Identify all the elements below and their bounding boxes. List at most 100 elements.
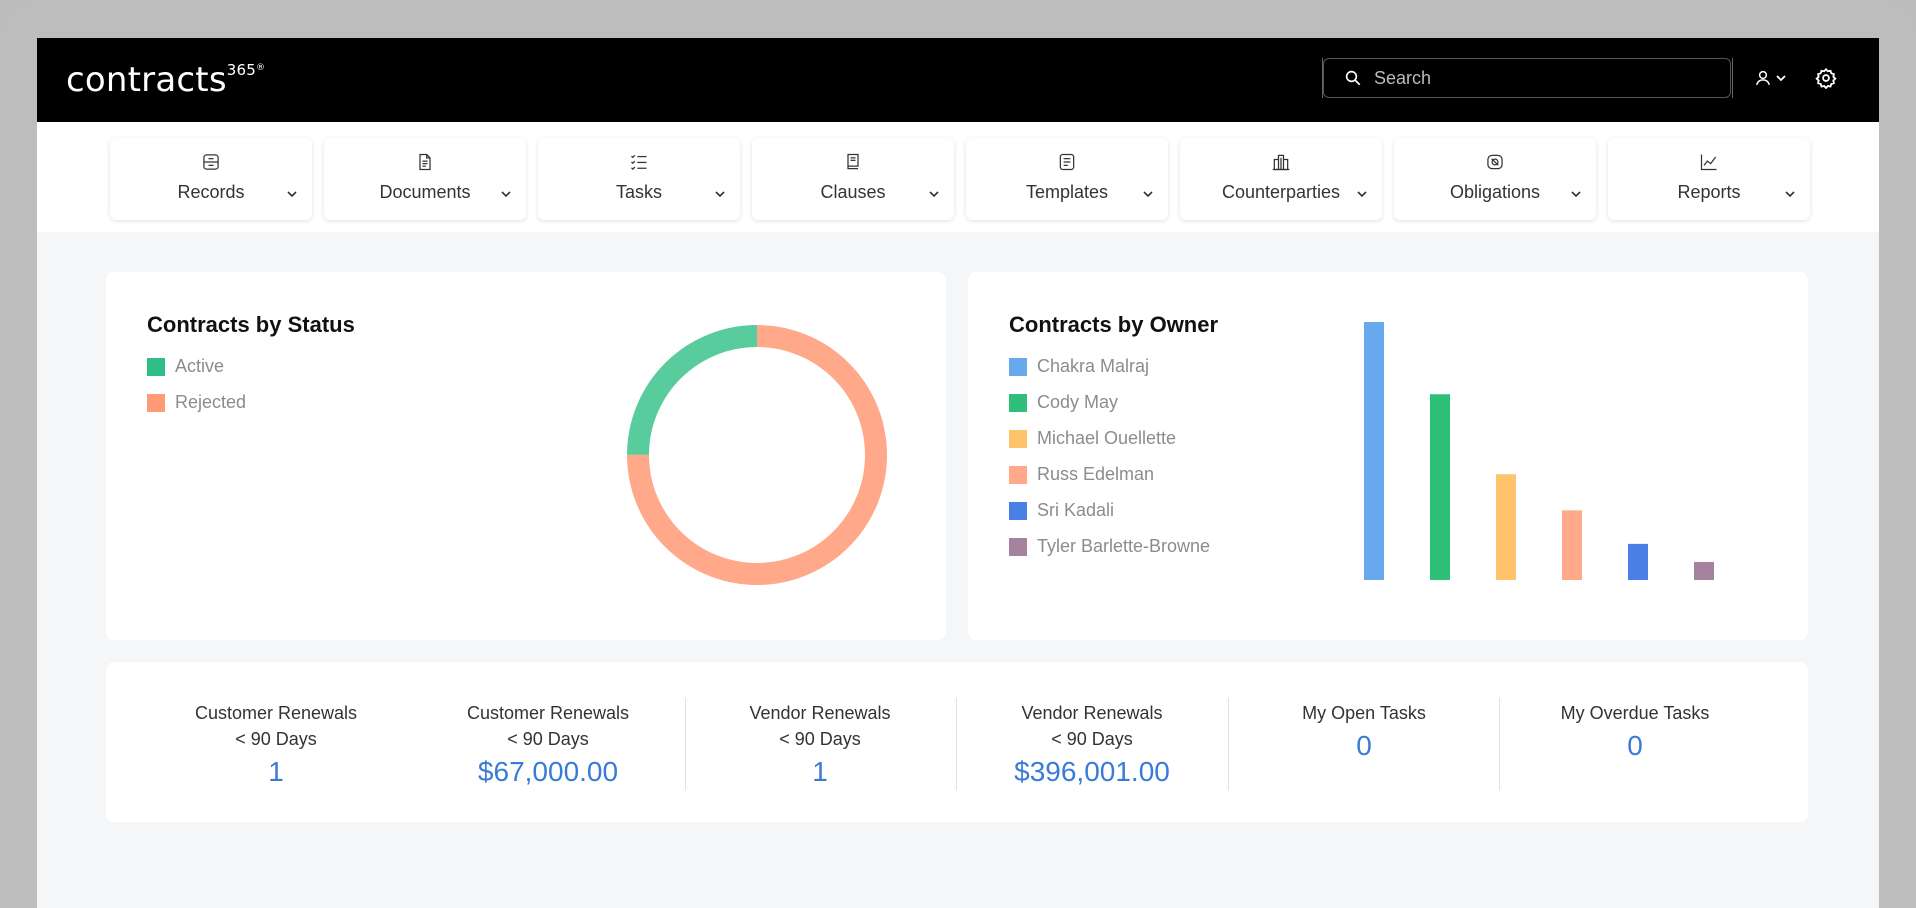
chevron-down-icon (715, 191, 725, 198)
stat-sublabel: < 90 Days (1051, 729, 1133, 749)
stat-value: 1 (268, 756, 284, 787)
stat-value: $67,000.00 (477, 756, 619, 787)
owner-chart-title: Contracts by Owner (1009, 312, 1219, 337)
chevron-down-icon (1785, 191, 1795, 198)
bar-michael-ouellette[interactable] (1496, 474, 1516, 580)
donut-slice-active[interactable] (627, 325, 887, 585)
nav-clauses[interactable]: Clauses (752, 138, 954, 220)
line-chart-icon (1700, 154, 1717, 171)
nav-obligations-label: Obligations (1449, 182, 1541, 202)
legend-swatch (1009, 465, 1027, 484)
stat-value: 0 (1356, 730, 1372, 761)
bar-russ-edelman[interactable] (1562, 510, 1582, 580)
legend-label: Chakra Malraj (1037, 356, 1150, 376)
nav-documents-label: Documents (379, 182, 471, 202)
legend-label: Tyler Barlette-Browne (1037, 536, 1211, 556)
top-bar: contracts365® (37, 38, 1879, 122)
legend-swatch (147, 393, 165, 412)
nav-templates[interactable]: Templates (966, 138, 1168, 220)
stat-sublabel: < 90 Days (235, 729, 317, 749)
stat-divider (1499, 698, 1500, 790)
legend-label: Russ Edelman (1037, 464, 1155, 484)
gear-icon[interactable] (1815, 67, 1837, 89)
stat-divider (685, 698, 686, 790)
search-input[interactable] (1374, 67, 1694, 89)
legend-swatch (147, 357, 165, 376)
stat-value: $396,001.00 (1014, 756, 1170, 787)
stat-label: Vendor Renewals (1021, 703, 1163, 723)
chevron-down-icon (929, 191, 939, 198)
stat-vendor-renewals-count[interactable]: Vendor Renewals < 90 Days 1 (684, 700, 956, 790)
legend-swatch (1009, 429, 1027, 448)
nav-obligations[interactable]: Obligations (1394, 138, 1596, 220)
module-nav: Records Documents Tasks Clauses Template (37, 122, 1879, 232)
stat-customer-renewals-count[interactable]: Customer Renewals < 90 Days 1 (140, 700, 412, 790)
stat-label: My Open Tasks (1302, 703, 1426, 723)
nav-counterparties-label: Counterparties (1221, 182, 1341, 202)
status-chart-title: Contracts by Status (147, 312, 355, 337)
stat-sublabel: < 90 Days (507, 729, 589, 749)
stats-card: Customer Renewals < 90 Days 1 Customer R… (106, 662, 1808, 822)
stat-sublabel: < 90 Days (779, 729, 861, 749)
stat-divider (956, 698, 957, 790)
legend-item-owner[interactable]: Tyler Barlette-Browne (1009, 536, 1210, 557)
nav-templates-label: Templates (1025, 182, 1109, 202)
stat-label: Customer Renewals (466, 703, 630, 723)
tasks-icon (631, 154, 647, 170)
bar-tyler-barlette-browne[interactable] (1694, 561, 1714, 580)
legend-label: Michael Ouellette (1037, 428, 1177, 448)
search-icon (1345, 70, 1361, 86)
status-donut-chart (627, 325, 887, 585)
nav-tasks-label: Tasks (615, 182, 662, 202)
nav-documents[interactable]: Documents (324, 138, 526, 220)
building-icon (1272, 154, 1290, 171)
user-menu-button[interactable] (1754, 66, 1786, 90)
nav-tasks[interactable]: Tasks (538, 138, 740, 220)
obligations-icon (1487, 154, 1503, 170)
legend-item-rejected[interactable]: Rejected (147, 392, 246, 413)
nav-records[interactable]: Records (110, 138, 312, 220)
nav-records-label: Records (177, 182, 245, 202)
records-icon (203, 154, 219, 170)
nav-reports-label: Reports (1677, 182, 1741, 202)
legend-label: Active (175, 356, 225, 376)
user-icon (1755, 70, 1771, 86)
legend-item-owner[interactable]: Michael Ouellette (1009, 428, 1176, 449)
legend-item-owner[interactable]: Sri Kadali (1009, 500, 1114, 521)
chevron-down-icon (1143, 191, 1153, 198)
legend-swatch (1009, 537, 1027, 556)
bar-cody-may[interactable] (1430, 394, 1450, 580)
stat-my-overdue-tasks[interactable]: My Overdue Tasks 0 (1499, 700, 1771, 764)
legend-swatch (1009, 357, 1027, 376)
legend-item-active[interactable]: Active (147, 356, 224, 377)
search-right-divider (1732, 58, 1733, 98)
chevron-down-icon (1357, 191, 1367, 198)
legend-item-owner[interactable]: Russ Edelman (1009, 464, 1154, 485)
nav-reports[interactable]: Reports (1608, 138, 1810, 220)
nav-counterparties[interactable]: Counterparties (1180, 138, 1382, 220)
stat-value: 1 (812, 756, 828, 787)
legend-swatch (1009, 501, 1027, 520)
search-left-divider (1322, 58, 1323, 98)
chevron-down-icon (501, 191, 511, 198)
owner-bar-chart (1364, 322, 1714, 580)
status-chart-card: Contracts by Status Active Rejected (106, 272, 946, 640)
app-logo[interactable]: contracts365® (66, 60, 265, 100)
stat-value: 0 (1627, 730, 1643, 761)
logo-sup: 365® (226, 60, 266, 79)
bar-sri-kadali[interactable] (1628, 543, 1648, 580)
stat-my-open-tasks[interactable]: My Open Tasks 0 (1228, 700, 1500, 764)
stat-vendor-renewals-amount[interactable]: Vendor Renewals < 90 Days $396,001.00 (956, 700, 1228, 790)
legend-item-owner[interactable]: Cody May (1009, 392, 1118, 413)
chevron-down-icon (1776, 75, 1786, 82)
owner-chart-card: Contracts by Owner Chakra Malraj Cody May… (968, 272, 1808, 640)
legend-swatch (1009, 393, 1027, 412)
bar-chakra-malraj[interactable] (1364, 322, 1384, 580)
document-icon (419, 153, 431, 171)
search-box[interactable] (1323, 58, 1731, 98)
chevron-down-icon (1571, 191, 1581, 198)
stat-label: Vendor Renewals (749, 703, 891, 723)
legend-item-owner[interactable]: Chakra Malraj (1009, 356, 1149, 377)
stat-customer-renewals-amount[interactable]: Customer Renewals < 90 Days $67,000.00 (412, 700, 684, 790)
